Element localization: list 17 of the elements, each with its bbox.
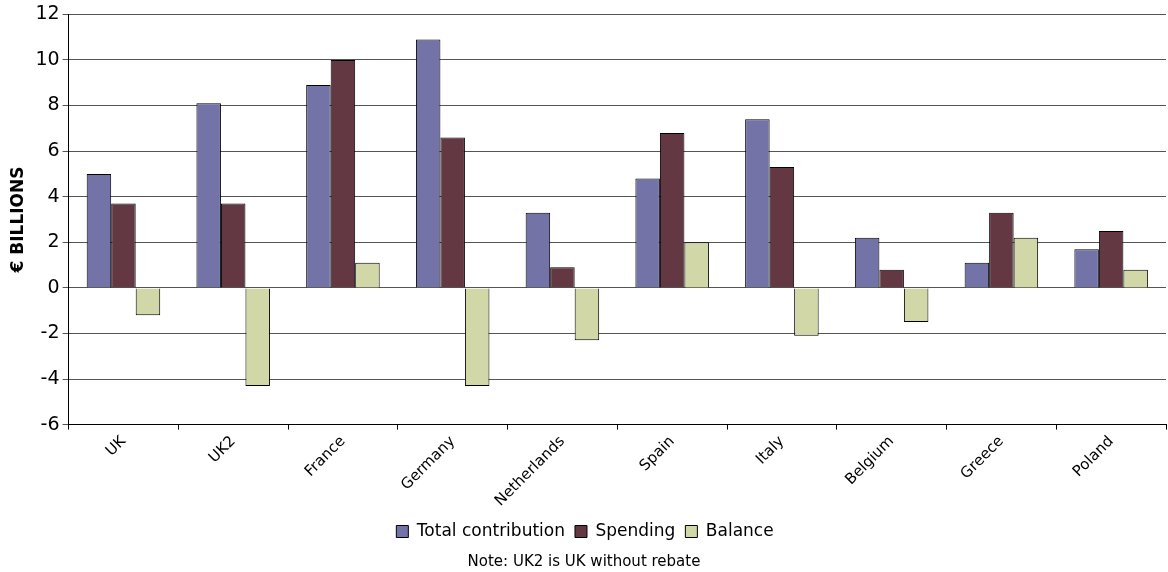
legend-label: Spending <box>595 519 676 540</box>
legend-label: Total contribution <box>415 519 565 540</box>
y-tick-label: -2 <box>40 320 60 343</box>
y-tick-label: 12 <box>35 1 60 24</box>
y-tick-label: 10 <box>35 46 60 69</box>
y-tick-label: 6 <box>47 138 60 161</box>
text: Note: UK2 is UK without rebate <box>467 552 701 571</box>
x-tick-label: UK2 <box>204 431 239 467</box>
y-tick-label: -4 <box>40 365 60 388</box>
legend-label: Balance <box>705 519 774 540</box>
y-tick-label: 2 <box>47 229 60 252</box>
y-tick-label: 4 <box>47 183 60 206</box>
y-tick-label: -6 <box>40 411 60 434</box>
y-tick-label: 8 <box>47 92 60 115</box>
y-axis-title: € BILLIONS <box>6 166 27 274</box>
y-tick-label: 0 <box>47 274 60 297</box>
x-tick-label: UK <box>101 431 130 460</box>
